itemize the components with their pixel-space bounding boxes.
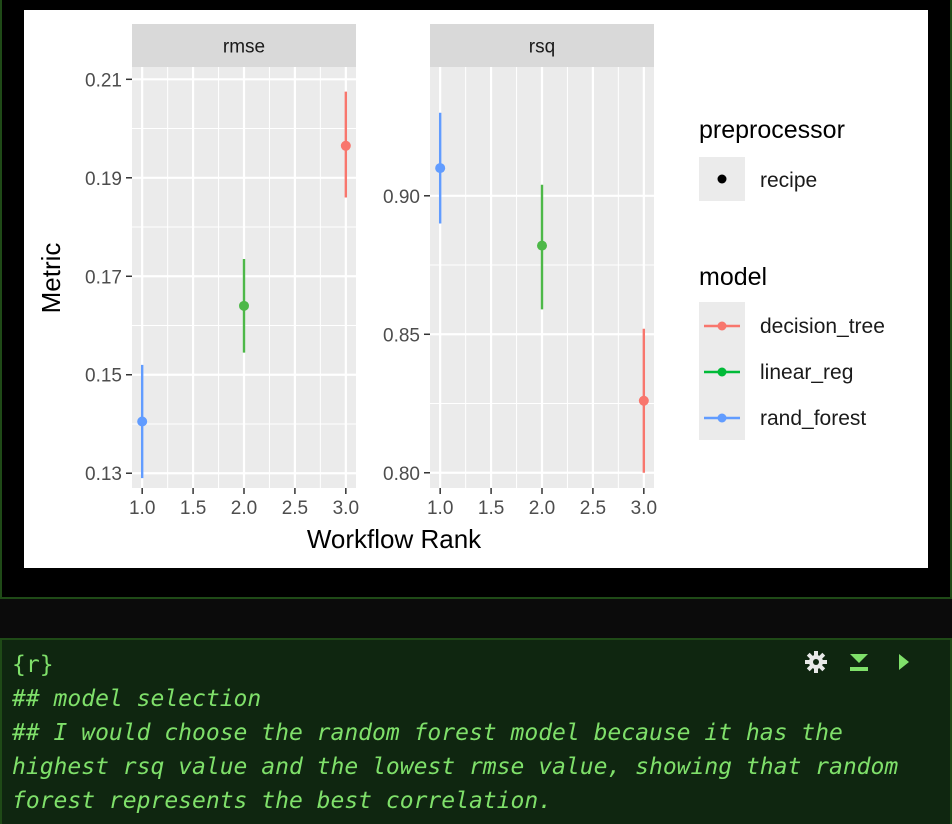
legend-label-decision_tree: decision_tree xyxy=(760,315,885,338)
legend-point-recipe xyxy=(717,174,727,184)
y-tick-label: 0.21 xyxy=(85,70,122,91)
data-point-rand_forest xyxy=(137,416,148,427)
data-point-decision_tree xyxy=(638,395,649,406)
x-axis-title: Workflow Rank xyxy=(307,524,482,554)
x-tick-label: 2.5 xyxy=(282,498,308,519)
legend-title-model: model xyxy=(699,263,767,291)
legend-point-rand_forest xyxy=(717,413,727,423)
data-point-rand_forest xyxy=(435,163,446,174)
y-tick-label: 0.17 xyxy=(85,267,122,288)
run-chunk-icon[interactable] xyxy=(892,650,916,674)
legend-label-rand_forest: rand_forest xyxy=(760,407,866,430)
chunk-header[interactable]: {r} xyxy=(12,652,54,678)
comment-line-2[interactable]: ## I would choose the random forest mode… xyxy=(12,720,843,746)
x-tick-label: 1.5 xyxy=(478,498,504,519)
y-tick-label: 0.85 xyxy=(383,325,420,346)
legend-title-preprocessor: preprocessor xyxy=(699,116,845,144)
legend-label-linear_reg: linear_reg xyxy=(760,361,853,384)
x-tick-label: 1.5 xyxy=(180,498,206,519)
data-point-decision_tree xyxy=(340,140,351,151)
y-tick-label: 0.19 xyxy=(85,169,122,190)
comment-line-1[interactable]: ## model selection xyxy=(12,686,262,712)
run-previous-chunks-icon[interactable] xyxy=(847,650,871,674)
legend-point-decision_tree xyxy=(717,321,727,331)
y-tick-label: 0.13 xyxy=(85,464,122,485)
x-tick-label: 1.0 xyxy=(427,498,453,519)
gear-icon[interactable] xyxy=(804,650,828,674)
x-tick-label: 1.0 xyxy=(129,498,155,519)
y-axis-title: Metric xyxy=(36,243,66,314)
y-tick-label: 0.80 xyxy=(383,464,420,485)
plot-image: rmse 1.0 1.5 2.0 2.5 3.0 0.13 0.15 0.17 0.19 0.21 r… xyxy=(24,10,928,568)
legend-point-linear_reg xyxy=(717,367,727,377)
x-tick-label: 2.0 xyxy=(231,498,257,519)
y-tick-label: 0.15 xyxy=(85,366,122,387)
comment-line-3[interactable]: highest rsq value and the lowest rmse va… xyxy=(12,754,899,780)
facet-strip-rsq xyxy=(430,24,654,67)
data-point-linear_reg xyxy=(239,300,249,311)
facet-label-rsq: rsq xyxy=(529,37,555,58)
x-tick-label: 3.0 xyxy=(631,498,657,519)
data-point-linear_reg xyxy=(537,240,547,251)
code-chunk-editor[interactable]: {r} ## model selection ## I would choose… xyxy=(0,638,952,824)
facet-label-rmse: rmse xyxy=(223,37,265,58)
facet-strip-rmse xyxy=(132,24,356,67)
x-tick-label: 2.0 xyxy=(529,498,555,519)
y-tick-label: 0.90 xyxy=(383,187,420,208)
legend-label-recipe: recipe xyxy=(760,169,817,192)
x-tick-label: 2.5 xyxy=(580,498,606,519)
x-tick-label: 3.0 xyxy=(333,498,359,519)
comment-line-4[interactable]: forest represents the best correlation. xyxy=(12,788,553,814)
chunk-output-pane: rmse 1.0 1.5 2.0 2.5 3.0 0.13 0.15 0.17 0.19 0.21 r… xyxy=(0,0,952,599)
faceted-metric-chart: rmse 1.0 1.5 2.0 2.5 3.0 0.13 0.15 0.17 0.19 0.21 r… xyxy=(36,24,885,554)
